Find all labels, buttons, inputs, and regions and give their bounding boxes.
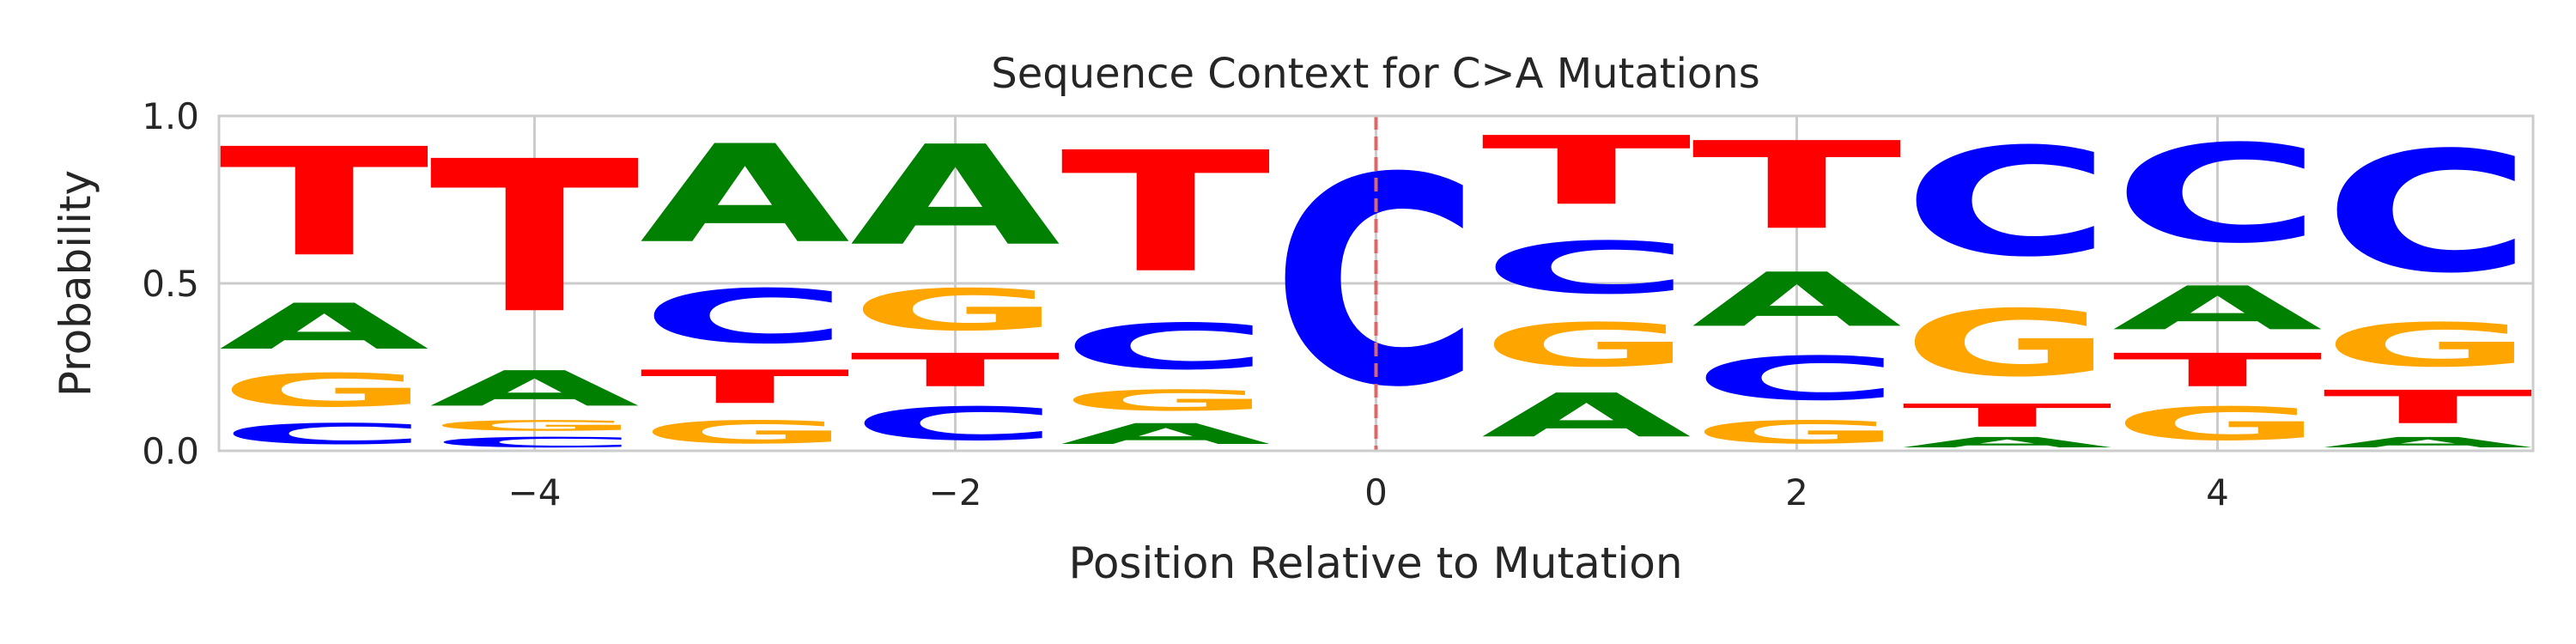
logo-letter-A: A (640, 116, 850, 273)
x-tick-labels: −4 −2 0 2 4 (508, 471, 2229, 513)
logo-letter-G: G (2323, 311, 2533, 380)
logo-letter-T: T (640, 361, 852, 414)
chart-title: Sequence Context for C>A Mutations (991, 50, 1759, 98)
x-tick-label: 0 (1364, 471, 1388, 513)
logo-letter-G: G (1481, 311, 1692, 380)
logo-letter-C: C (219, 417, 429, 451)
logo-letter-G: G (219, 364, 429, 417)
x-tick-label: −2 (929, 471, 982, 513)
logo-letter-T: T (1481, 116, 1693, 226)
x-axis-label: Position Relative to Mutation (1068, 538, 1682, 588)
logo-letter-G: G (1902, 290, 2112, 397)
x-tick-label: 2 (1785, 471, 1808, 513)
logo-letter-T: T (1902, 398, 2112, 434)
logo-letter-G: G (850, 276, 1060, 343)
logo-letter-T: T (850, 343, 1062, 397)
logo-letter-C: C (1481, 227, 1692, 310)
logo-letter-A: A (429, 361, 640, 417)
logo-letter-T: T (219, 117, 431, 290)
logo-letter-G: G (1060, 384, 1271, 417)
logo-letter-T: T (1692, 117, 1904, 257)
logo-letter-C: C (1692, 343, 1902, 414)
logo-letter-A: A (850, 117, 1060, 276)
logo-letter-C: C (1902, 116, 2112, 289)
logo-letter-T: T (2112, 343, 2324, 397)
logo-letter-C: C (2112, 117, 2323, 273)
logo-letter-G: G (1692, 414, 1902, 451)
y-tick-label: 1.0 (142, 95, 199, 137)
logo-letter-G: G (429, 417, 640, 434)
logo-letter-A: A (1481, 380, 1692, 451)
y-tick-label: 0.5 (142, 263, 199, 305)
logo-letter-A: A (219, 290, 429, 363)
logo-letter-A: A (2323, 434, 2533, 451)
logo-letter-A: A (1060, 417, 1271, 451)
y-tick-labels: 0.0 0.5 1.0 (142, 95, 199, 472)
logo-letter-G: G (2112, 398, 2323, 451)
logo-letter-T: T (429, 117, 641, 360)
x-tick-label: 4 (2206, 471, 2229, 513)
logo-letter-C: C (1060, 310, 1271, 383)
logo-letter-C: C (429, 434, 640, 451)
y-tick-label: 0.0 (142, 430, 199, 472)
logo-letter-A: A (1692, 257, 1902, 343)
logo-letter-A: A (2112, 274, 2323, 344)
x-tick-label: −4 (508, 471, 562, 513)
logo-letter-C: C (640, 274, 850, 361)
logo-letter-T: T (2323, 380, 2535, 434)
logo-letter-G: G (640, 414, 850, 451)
plot-frame (217, 114, 2535, 453)
logo-letter-C: C (850, 398, 1060, 451)
logo-letter-A: A (1902, 434, 2112, 451)
logo-letter-C: C (2323, 117, 2533, 310)
y-axis-label: Probability (51, 170, 100, 397)
logo-letter-T: T (1060, 117, 1273, 310)
